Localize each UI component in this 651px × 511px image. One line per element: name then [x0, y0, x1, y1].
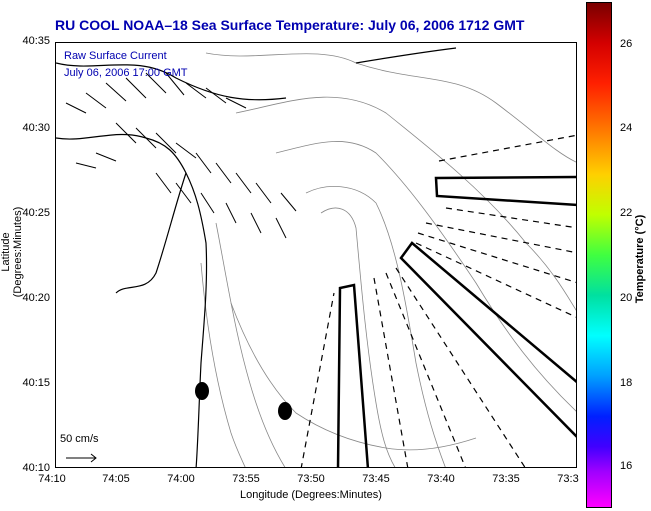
survey-outlines: [336, 175, 576, 467]
map-canvas: [56, 47, 576, 467]
legend-line-2: July 06, 2006 17:00 GMT: [64, 67, 188, 79]
bathymetry-contours: [200, 52, 576, 467]
map-title: RU COOL NOAA–18 Sea Surface Temperature:…: [55, 17, 525, 33]
y-tick-label: 40:30: [22, 122, 50, 134]
coastline: [56, 47, 457, 467]
colorbar-label: Temperature (°C): [634, 214, 646, 304]
x-tick-label: 74:05: [102, 473, 130, 485]
scale-label: 50 cm/s: [60, 433, 99, 445]
dashed-sector-lines: [300, 134, 576, 467]
colorbar: [586, 2, 612, 508]
station-marker: [278, 402, 292, 420]
current-vectors: [65, 72, 297, 239]
y-axis-label: Latitude (Degrees:Minutes): [0, 206, 24, 298]
current-legend: Raw Surface Current July 06, 2006 17:00 …: [64, 48, 188, 82]
colorbar-tick: 20: [620, 292, 633, 304]
x-tick-label: 74:10: [38, 473, 66, 485]
x-tick-label: 73:35: [492, 473, 520, 485]
x-tick-label: 73:50: [297, 473, 325, 485]
colorbar-tick: 24: [620, 122, 633, 134]
x-tick-label: 74:00: [167, 473, 195, 485]
colorbar-tick: 16: [620, 460, 633, 472]
legend-line-1: Raw Surface Current: [64, 50, 167, 62]
y-tick-label: 40:35: [22, 35, 50, 47]
scale-arrow: [66, 453, 97, 463]
colorbar-tick: 26: [620, 38, 633, 50]
station-marker: [195, 382, 209, 400]
x-axis-label: Longitude (Degrees:Minutes): [240, 489, 382, 501]
colorbar-tick: 22: [620, 207, 633, 219]
map-plot-area: Raw Surface Current July 06, 2006 17:00 …: [55, 42, 577, 468]
x-tick-label: 73:45: [362, 473, 390, 485]
x-tick-label: 73:40: [427, 473, 455, 485]
y-tick-label: 40:20: [22, 292, 50, 304]
colorbar-tick: 18: [620, 377, 633, 389]
y-tick-label: 40:25: [22, 207, 50, 219]
x-tick-label: 73:55: [232, 473, 260, 485]
y-tick-label: 40:15: [22, 377, 50, 389]
x-tick-label: 73:3: [557, 473, 579, 485]
y-tick-label: 40:10: [22, 462, 50, 474]
